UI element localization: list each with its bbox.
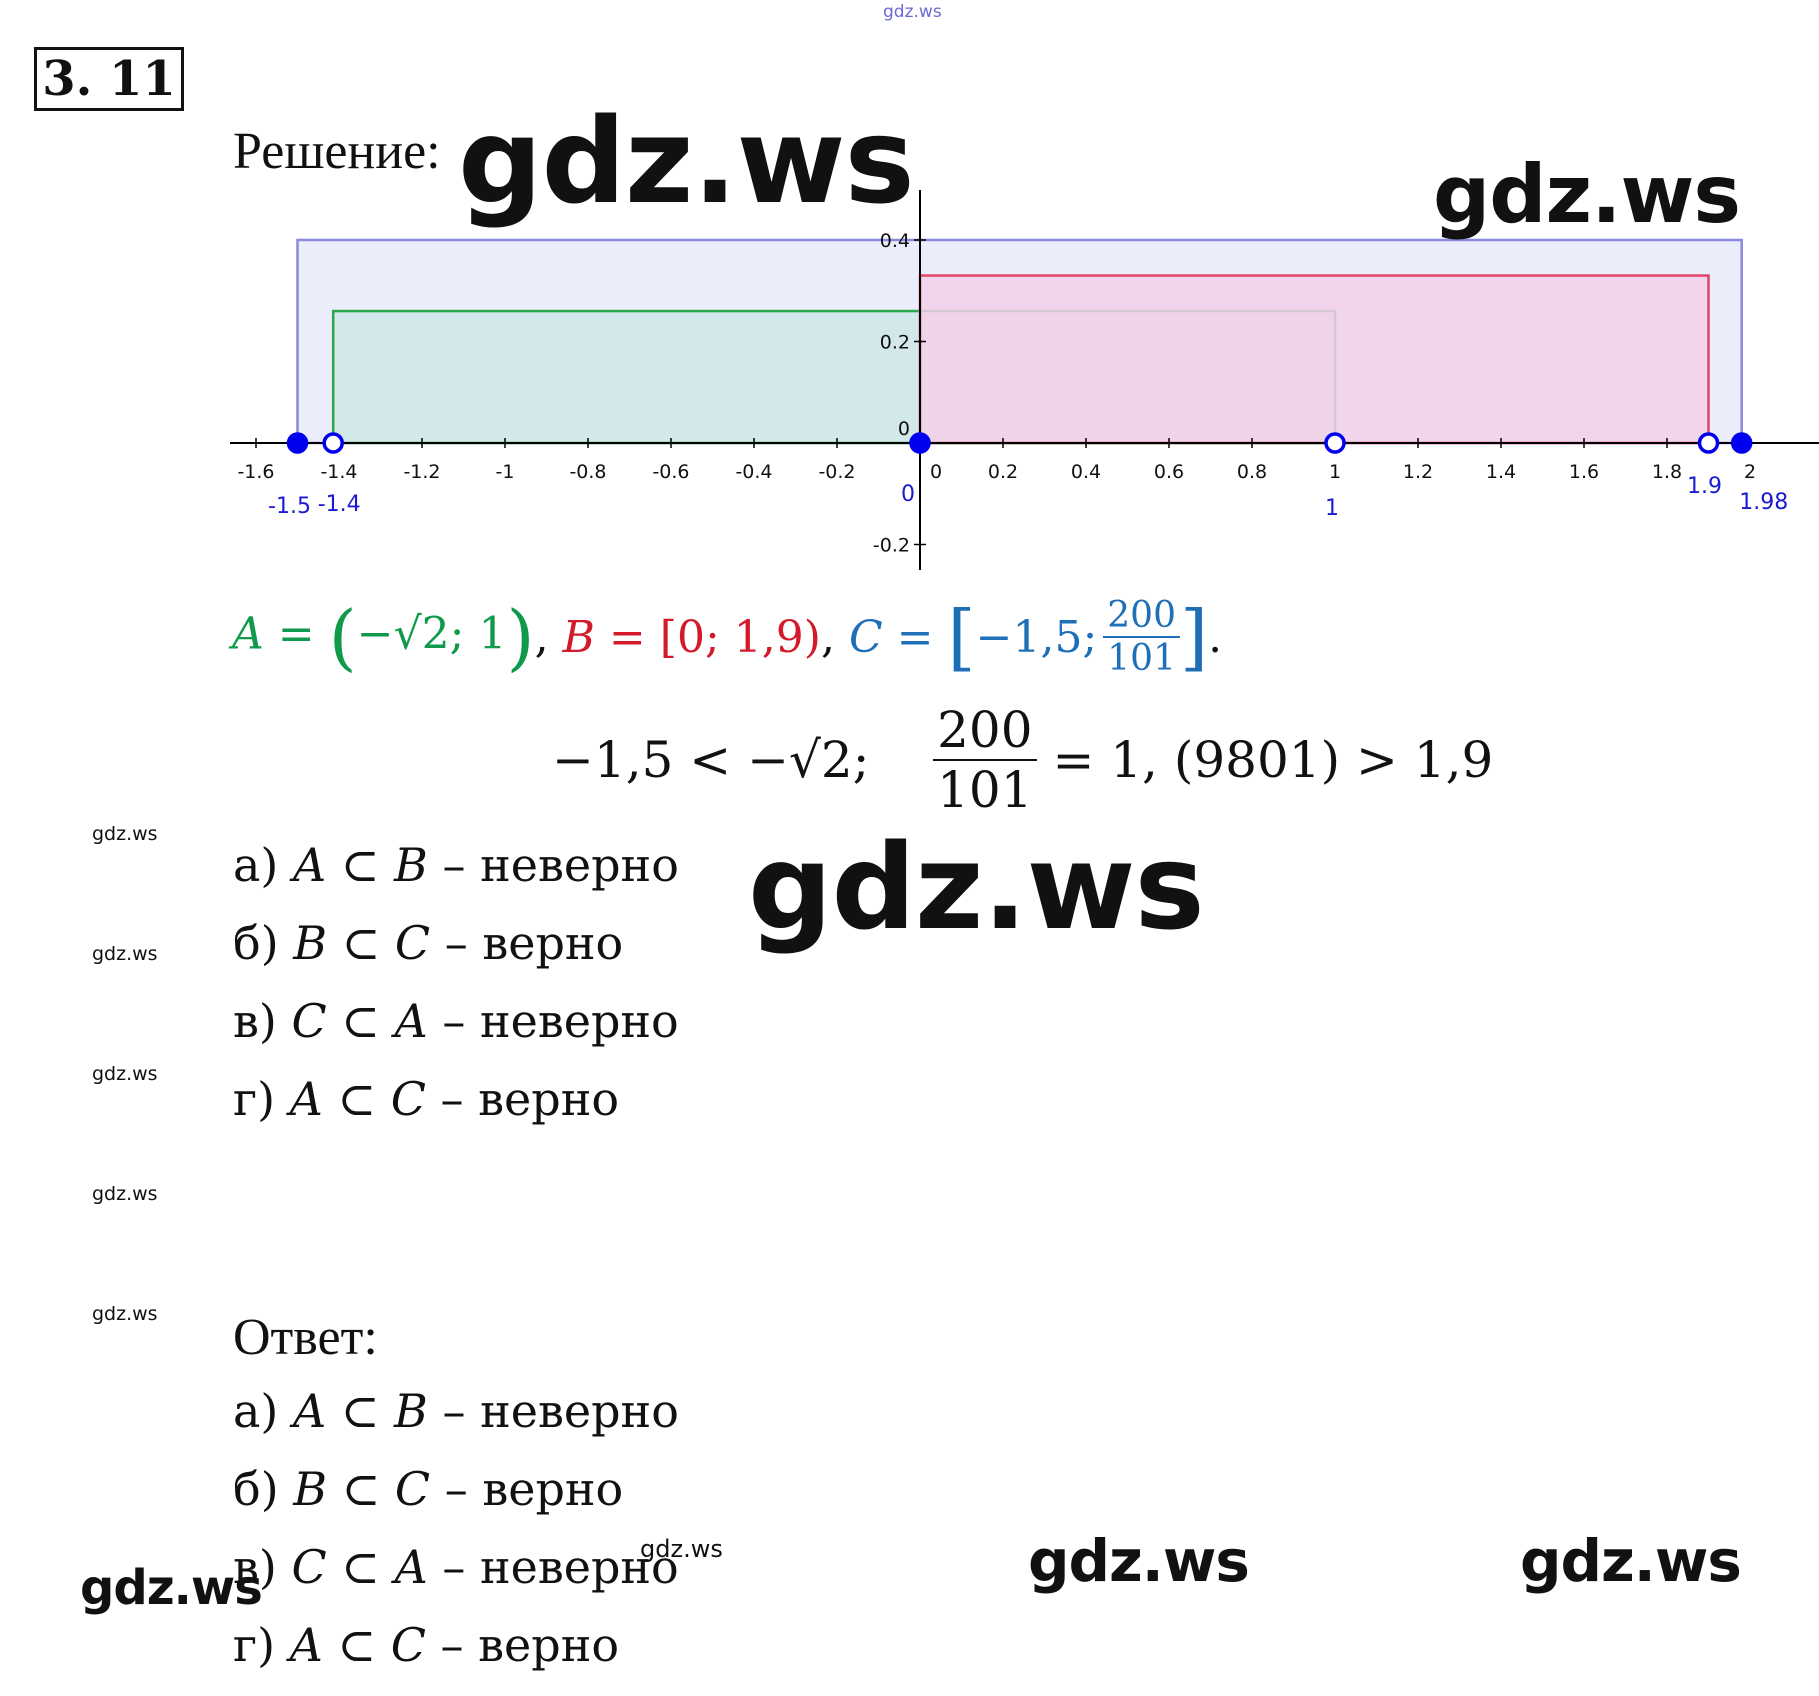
x-tick-label: 0.8 xyxy=(1237,461,1267,483)
x-tick-label: -1.6 xyxy=(237,461,274,483)
endpoint-label: -1.5 xyxy=(268,494,311,519)
x-tick-label: -1.4 xyxy=(320,461,357,483)
watermark-small: gdz.ws xyxy=(92,823,158,845)
watermark-medium: gdz.ws xyxy=(80,1560,263,1616)
endpoint-label: 1 xyxy=(1325,496,1339,521)
x-tick-label: 0.2 xyxy=(988,461,1018,483)
solution-item: в) C ⊂ A – неверно xyxy=(233,994,679,1048)
endpoint-label: 0 xyxy=(901,482,915,507)
comparison-line: −1,5 < −√2; 200 101 = 1, (9801) > 1,9 xyxy=(552,701,1494,819)
watermark-small: gdz.ws xyxy=(92,1183,158,1205)
x-tick-label: 0 xyxy=(930,461,942,483)
interval-endpoint xyxy=(322,432,344,454)
x-tick-label: 1.8 xyxy=(1652,461,1682,483)
watermark-small: gdz.ws xyxy=(92,1303,158,1325)
top-watermark: gdz.ws xyxy=(883,2,942,22)
x-tick-label: 0.6 xyxy=(1154,461,1184,483)
answer-list: а) A ⊂ B – неверно б) B ⊂ C – верно в) C… xyxy=(233,1384,679,1696)
interval-endpoint xyxy=(1697,432,1720,454)
watermark-medium: gdz.ws xyxy=(1520,1527,1742,1595)
answer-item: а) A ⊂ B – неверно xyxy=(233,1384,679,1438)
interval-chart: -1.6 -1.4 -1.2 -1 -0.8 -0.6 -0.4 -0.2 0 0.2 0.4 0.6… xyxy=(230,190,1819,570)
endpoint-label: 1.9 xyxy=(1687,474,1722,499)
solution-item: а) A ⊂ B – неверно xyxy=(233,838,679,892)
set-b-definition: B = [0; 1,9) xyxy=(562,611,821,663)
answer-item: г) A ⊂ C – верно xyxy=(233,1618,620,1672)
x-tick-label: -0.4 xyxy=(735,461,772,483)
problem-number: 3. 11 xyxy=(34,47,184,111)
answer-heading: Ответ: xyxy=(233,1309,378,1366)
endpoint-label: 1.98 xyxy=(1739,490,1788,515)
x-tick-label: 1.4 xyxy=(1486,461,1516,483)
watermark-medium: gdz.ws xyxy=(1028,1527,1250,1595)
y-tick-label: 0.4 xyxy=(880,230,910,252)
answer-item: в) C ⊂ A – неверно xyxy=(233,1540,679,1594)
interval-endpoint xyxy=(909,432,931,454)
watermark-large: gdz.ws xyxy=(1433,148,1741,241)
solution-heading: Решение: xyxy=(233,123,441,180)
solution-list: а) A ⊂ B – неверно б) B ⊂ C – верно в) C… xyxy=(233,838,679,1150)
y-tick-label: 0.2 xyxy=(880,332,910,354)
interval-b xyxy=(918,274,1710,445)
x-tick-label: -0.6 xyxy=(652,461,689,483)
interval-endpoint xyxy=(1324,432,1346,454)
endpoint-label: -1.4 xyxy=(318,492,361,517)
y-tick-label: 0 xyxy=(898,418,910,440)
watermark-large: gdz.ws xyxy=(748,818,1205,956)
x-tick-label: 2 xyxy=(1744,461,1756,483)
x-tick-label: 1 xyxy=(1329,461,1341,483)
x-tick-label: 1.2 xyxy=(1403,461,1433,483)
answer-item: б) B ⊂ C – верно xyxy=(233,1462,624,1516)
x-tick-label: -0.8 xyxy=(569,461,606,483)
interval-endpoint xyxy=(286,432,309,454)
watermark-small: gdz.ws xyxy=(92,1063,158,1085)
solution-item: б) B ⊂ C – верно xyxy=(233,916,624,970)
watermark-tiny: gdz.ws xyxy=(640,1535,723,1563)
x-tick-label: 1.6 xyxy=(1569,461,1599,483)
set-a-definition: A = (−√2; 1) xyxy=(232,595,535,679)
sets-definition: A = (−√2; 1) , B = [0; 1,9) , C = [−1,5;… xyxy=(232,595,1223,679)
interval-endpoint xyxy=(1730,432,1753,454)
x-tick-label: -0.2 xyxy=(818,461,855,483)
watermark-large: gdz.ws xyxy=(458,92,915,230)
set-c-definition: C = [−1,5; 200 101 ] xyxy=(848,595,1209,679)
y-tick-label: -0.2 xyxy=(873,535,910,557)
x-tick-label: 0.4 xyxy=(1071,461,1101,483)
x-tick-label: -1 xyxy=(496,461,515,483)
x-tick-label: -1.2 xyxy=(403,461,440,483)
watermark-small: gdz.ws xyxy=(92,943,158,965)
solution-item: г) A ⊂ C – верно xyxy=(233,1072,620,1126)
